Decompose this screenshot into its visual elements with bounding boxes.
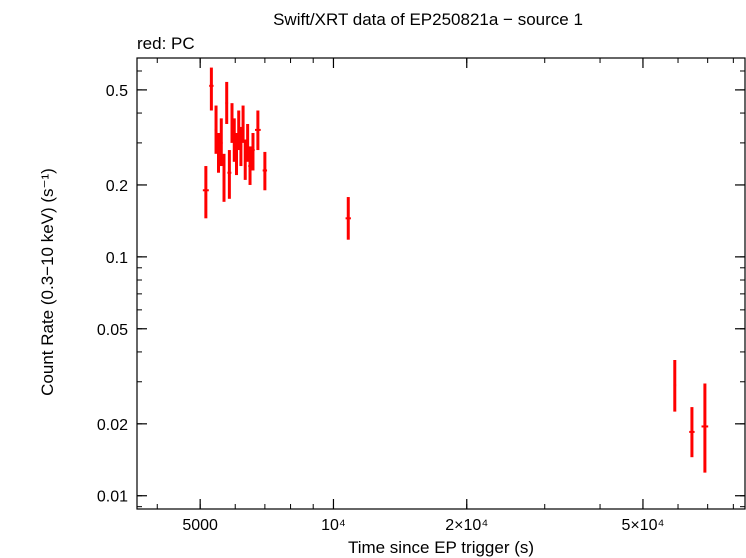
y-tick-label: 0.5: [106, 83, 128, 100]
y-tick-label: 0.05: [97, 322, 128, 339]
data-point: [241, 105, 245, 143]
plot-frame: [136, 57, 746, 510]
x-tick-label: 2×10⁴: [445, 517, 488, 534]
data-point: [248, 146, 252, 185]
data-point: [255, 110, 261, 151]
y-tick-label: 0.02: [97, 417, 128, 434]
y-axis: 0.01 0.02 0.05 0.1 0.2 0.5: [97, 70, 745, 508]
data-point: [225, 81, 229, 124]
data-point: [202, 166, 209, 219]
data-series-pc: [202, 67, 709, 473]
data-point: [239, 126, 243, 167]
chart-title: Swift/XRT data of EP250821a − source 1: [273, 10, 583, 29]
data-point: [701, 383, 709, 473]
x-tick-label: 5000: [182, 517, 218, 534]
x-tick-label: 5×10⁴: [621, 517, 664, 534]
data-point: [251, 133, 255, 171]
data-point: [227, 150, 232, 199]
data-point: [209, 67, 214, 111]
data-point: [689, 407, 695, 458]
data-point: [219, 118, 223, 167]
data-point: [673, 360, 677, 412]
data-point: [216, 133, 220, 173]
y-tick-label: 0.01: [97, 489, 128, 506]
data-point: [345, 197, 351, 240]
data-point: [243, 139, 247, 180]
y-axis-label: Count Rate (0.3−10 keV) (s⁻¹): [38, 168, 57, 396]
data-point: [222, 153, 226, 202]
x-axis-label: Time since EP trigger (s): [348, 538, 534, 557]
x-axis: 5000 10⁴ 2×10⁴ 5×10⁴: [156, 58, 734, 534]
data-point: [214, 105, 218, 154]
data-point: [246, 123, 250, 162]
chart-subtitle: red: PC: [137, 34, 195, 53]
y-tick-label: 0.1: [106, 250, 128, 267]
data-point: [235, 133, 239, 176]
data-point: [262, 151, 268, 191]
y-tick-label: 0.2: [106, 178, 128, 195]
x-tick-label: 10⁴: [321, 517, 346, 534]
